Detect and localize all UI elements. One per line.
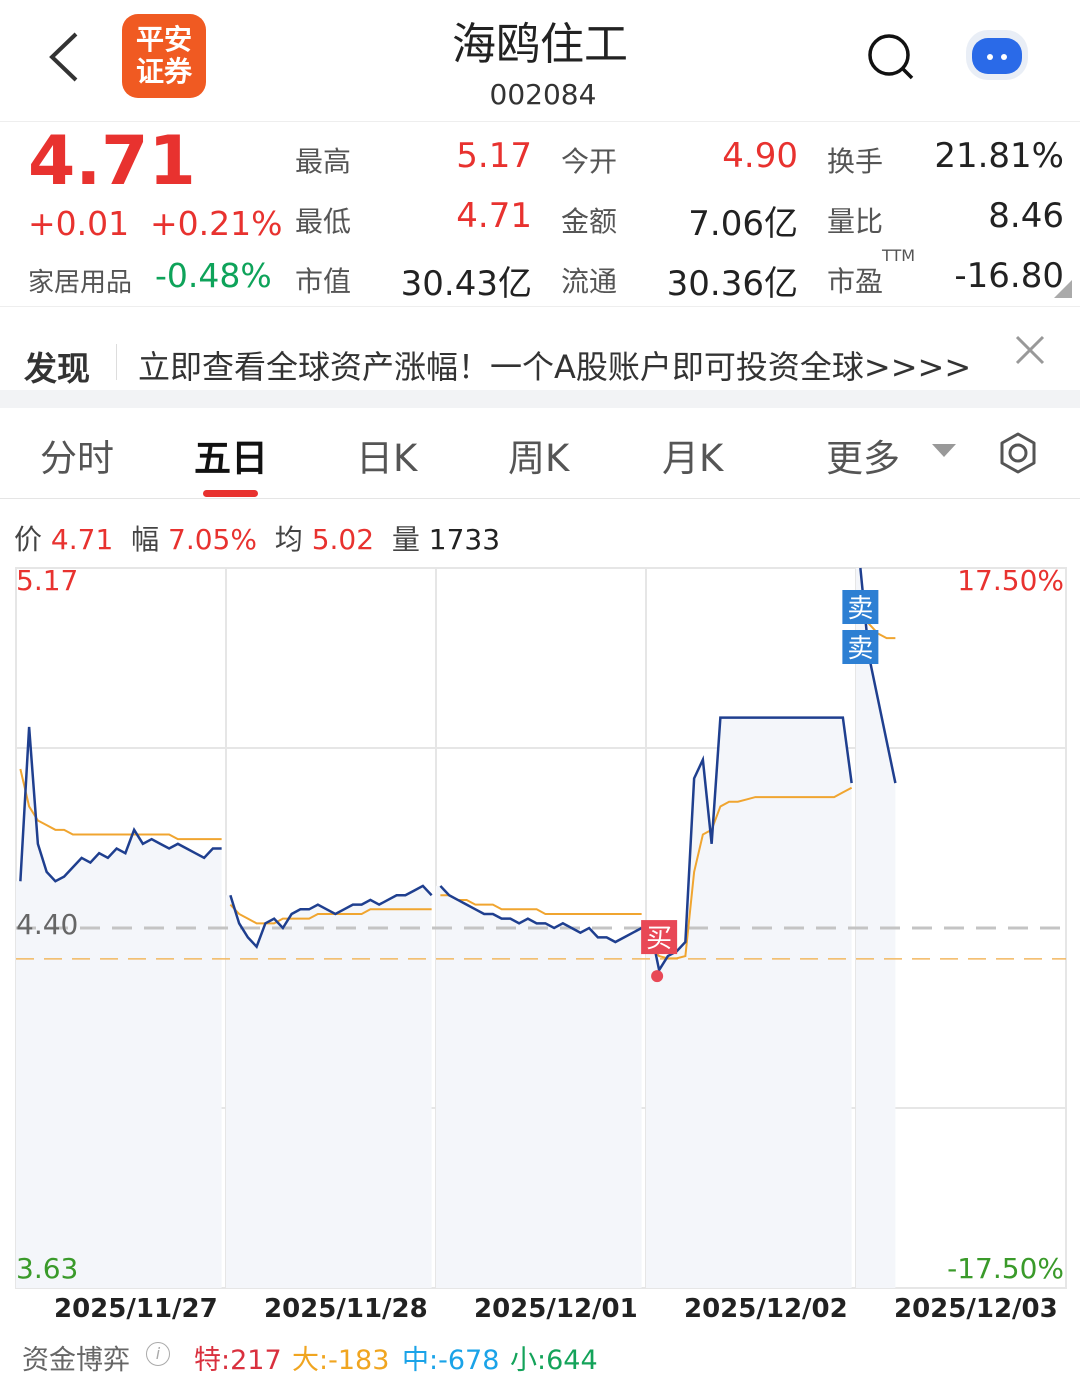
x-date-label: 2025/12/03 [894, 1294, 1058, 1324]
stat-value: 8.46 [988, 196, 1064, 236]
price-change: +0.01 [28, 204, 130, 243]
banner-text: 立即查看全球资产涨幅！一个A股账户即可投资全球>>>> [138, 348, 972, 386]
tab-4[interactable]: 月K [662, 437, 724, 480]
price-line-day [229, 884, 433, 950]
info-icon[interactable]: i [146, 1342, 170, 1366]
stat-value: 5.17 [456, 136, 532, 176]
stat-value: 21.81% [934, 136, 1064, 176]
price-change-pct: +0.21% [150, 204, 283, 243]
stat-label: 金额 [561, 205, 618, 238]
y-label-pct-max: 17.50% [957, 564, 1064, 597]
price-line-day [19, 726, 222, 883]
y-label-max: 5.17 [16, 564, 79, 597]
fund-flow-item: 大:-183 [292, 1345, 390, 1376]
stat-value: 4.90 [722, 136, 798, 176]
stat-value: 4.71 [456, 196, 532, 236]
x-date-label: 2025/12/01 [474, 1294, 638, 1324]
buy-marker-label: 买 [646, 924, 672, 954]
tab-1[interactable]: 五日 [194, 437, 268, 480]
fund-flow-item: 中:-678 [402, 1345, 500, 1376]
ttm-label: TTM [882, 246, 916, 265]
y-label-prev-close: 4.40 [16, 908, 79, 941]
banner-tag: 发现 [24, 349, 90, 388]
price-area [226, 885, 432, 1288]
stock-code: 002084 [489, 78, 597, 111]
y-label-min: 3.63 [16, 1252, 79, 1285]
price-area [856, 568, 896, 1288]
stat-label: 最低 [295, 205, 352, 238]
stat-value: 7.06亿 [688, 204, 798, 244]
stat-label: 今开 [561, 145, 618, 178]
x-date-label: 2025/11/27 [54, 1294, 218, 1324]
stat-label: 市值 [295, 265, 352, 298]
stat-value: 30.36亿 [666, 264, 798, 304]
avg-line-day [649, 786, 853, 960]
buy-dot [651, 970, 664, 983]
tab-5[interactable]: 更多 [826, 437, 900, 480]
gear-icon[interactable] [996, 431, 1040, 475]
sector-name[interactable]: 家居用品 [28, 268, 133, 298]
avg-line-day [229, 903, 432, 925]
sell-marker [842, 630, 879, 664]
close-icon[interactable] [1014, 334, 1046, 366]
stat-label: 换手 [827, 145, 884, 178]
back-icon[interactable] [44, 30, 84, 84]
price-line-day [649, 716, 853, 974]
price-line-day [859, 567, 897, 784]
sell-marker-label: 卖 [847, 594, 873, 624]
stat-label: 市盈 [827, 265, 884, 298]
sector-pct: -0.48% [155, 256, 272, 295]
stock-name: 海鸥住工 [452, 19, 628, 70]
stat-label: 量比 [827, 205, 884, 238]
stat-label: 最高 [295, 145, 352, 178]
avg-line-day [19, 768, 222, 841]
stat-label: 流通 [561, 265, 618, 298]
stat-value: 30.43亿 [400, 264, 532, 304]
y-label-pct-min: -17.50% [947, 1252, 1064, 1285]
search-icon[interactable] [866, 32, 916, 82]
fund-flow-item: 特:217 [194, 1345, 282, 1376]
chart-info-line: 价 4.71 幅 7.05% 均 5.02 量 1733 [14, 523, 501, 556]
dropdown-caret-icon[interactable] [932, 444, 956, 458]
broker-logo: 平安 证券 [122, 14, 206, 98]
sell-marker-label: 卖 [847, 634, 873, 664]
expand-corner-icon[interactable] [1054, 280, 1072, 298]
buy-marker [641, 920, 678, 955]
tab-3[interactable]: 周K [508, 437, 570, 480]
tab-2[interactable]: 日K [356, 437, 418, 480]
robot-assistant-icon[interactable] [962, 24, 1032, 84]
stat-value: -16.80 [954, 256, 1064, 296]
fund-flow-label: 资金博弈 [22, 1345, 130, 1376]
active-tab-indicator [203, 490, 258, 497]
current-price: 4.71 [28, 122, 196, 201]
sell-marker [842, 590, 879, 624]
tab-0[interactable]: 分时 [40, 437, 114, 480]
avg-line-day [440, 894, 642, 915]
x-date-label: 2025/11/28 [264, 1294, 428, 1324]
price-area [646, 717, 852, 1288]
fund-flow-item: 小:644 [510, 1345, 598, 1376]
price-area [16, 726, 222, 1288]
price-area [436, 885, 642, 1288]
five-day-chart[interactable]: 买 卖卖 [0, 560, 1080, 1300]
x-date-label: 2025/12/02 [684, 1294, 848, 1324]
price-line-day [439, 885, 643, 944]
